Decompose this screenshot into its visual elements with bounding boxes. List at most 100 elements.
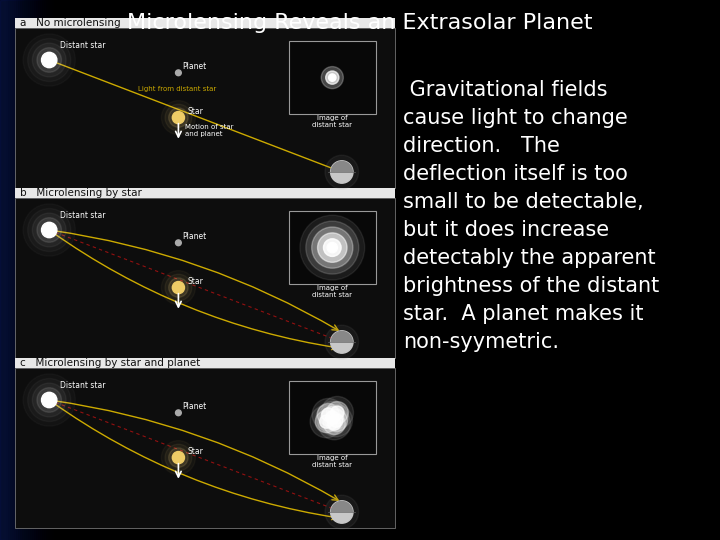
Text: cause light to change: cause light to change: [403, 108, 628, 128]
Text: but it does increase: but it does increase: [403, 220, 609, 240]
Text: Microlensing Reveals an Extrasolar Planet: Microlensing Reveals an Extrasolar Plane…: [127, 13, 593, 33]
Bar: [0, 0, 11, 540]
Circle shape: [316, 401, 348, 434]
Circle shape: [325, 409, 347, 431]
Text: brightness of the distant: brightness of the distant: [403, 276, 660, 296]
Circle shape: [176, 70, 181, 76]
Bar: [15, 188, 395, 198]
Circle shape: [328, 417, 341, 430]
Circle shape: [330, 406, 344, 419]
Bar: [0, 0, 59, 540]
Text: Planet: Planet: [182, 62, 207, 71]
Bar: [0, 0, 57, 540]
Circle shape: [310, 406, 343, 438]
Circle shape: [327, 242, 338, 253]
Bar: [0, 0, 35, 540]
Circle shape: [315, 410, 338, 433]
Text: b   Microlensing by star: b Microlensing by star: [20, 188, 142, 198]
Circle shape: [322, 408, 335, 421]
Text: Star: Star: [187, 107, 203, 116]
Circle shape: [42, 52, 57, 68]
Circle shape: [32, 43, 66, 77]
Bar: [0, 0, 15, 540]
Circle shape: [172, 112, 184, 124]
Wedge shape: [330, 161, 353, 172]
Text: direction.   The: direction. The: [403, 136, 560, 156]
Circle shape: [168, 448, 188, 467]
Circle shape: [312, 399, 344, 431]
Circle shape: [176, 410, 181, 416]
Bar: [0, 0, 49, 540]
Circle shape: [168, 108, 188, 127]
Text: star.  A planet makes it: star. A planet makes it: [403, 304, 644, 324]
Circle shape: [328, 74, 336, 82]
Circle shape: [320, 404, 353, 437]
Circle shape: [330, 414, 343, 427]
Bar: [0, 0, 51, 540]
Bar: [0, 0, 25, 540]
Bar: [289, 41, 376, 114]
Circle shape: [32, 213, 66, 247]
Circle shape: [325, 411, 339, 424]
Bar: [0, 0, 21, 540]
Circle shape: [318, 233, 347, 262]
Bar: [0, 0, 61, 540]
Bar: [0, 0, 27, 540]
Circle shape: [37, 48, 61, 72]
Text: small to be detectable,: small to be detectable,: [403, 192, 644, 212]
Circle shape: [330, 331, 353, 353]
Bar: [15, 28, 395, 188]
Circle shape: [321, 396, 354, 429]
Circle shape: [172, 451, 184, 464]
Text: deflection itself is too: deflection itself is too: [403, 164, 628, 184]
Text: Star: Star: [187, 277, 203, 286]
Circle shape: [321, 407, 343, 429]
Bar: [0, 0, 31, 540]
Bar: [0, 0, 17, 540]
Text: Planet: Planet: [182, 232, 207, 241]
Bar: [0, 0, 29, 540]
Text: Star: Star: [187, 447, 203, 456]
Bar: [0, 0, 5, 540]
Bar: [0, 0, 7, 540]
Bar: [0, 0, 41, 540]
Bar: [0, 0, 55, 540]
Bar: [289, 381, 376, 454]
Circle shape: [326, 402, 348, 424]
Circle shape: [325, 495, 359, 529]
Circle shape: [172, 281, 184, 294]
Bar: [0, 0, 45, 540]
Text: Distant star: Distant star: [60, 381, 106, 390]
Circle shape: [42, 222, 57, 238]
Text: Planet: Planet: [182, 402, 207, 411]
Wedge shape: [330, 501, 353, 512]
Circle shape: [325, 155, 359, 189]
Bar: [15, 368, 395, 528]
Text: Image of
distant star: Image of distant star: [312, 286, 352, 299]
Circle shape: [165, 104, 192, 131]
Circle shape: [42, 393, 57, 408]
Bar: [0, 0, 23, 540]
Circle shape: [165, 444, 192, 471]
Circle shape: [37, 218, 61, 242]
Text: Light from distant star: Light from distant star: [138, 86, 216, 92]
Circle shape: [37, 388, 61, 412]
Text: Gravitational fields: Gravitational fields: [403, 80, 608, 100]
Circle shape: [318, 403, 339, 426]
Wedge shape: [330, 331, 353, 342]
Bar: [15, 358, 395, 368]
Circle shape: [320, 415, 333, 428]
Text: Motion of star
and planet: Motion of star and planet: [185, 124, 233, 137]
Text: Distant star: Distant star: [60, 42, 106, 50]
Circle shape: [323, 413, 346, 435]
Circle shape: [32, 383, 66, 417]
Text: detectably the apparent: detectably the apparent: [403, 248, 656, 268]
Bar: [0, 0, 13, 540]
Circle shape: [330, 161, 353, 183]
Circle shape: [300, 215, 365, 280]
Circle shape: [330, 501, 353, 523]
Text: Distant star: Distant star: [60, 211, 106, 220]
Text: a   No microlensing: a No microlensing: [20, 18, 121, 28]
Bar: [0, 0, 19, 540]
Circle shape: [325, 325, 359, 359]
